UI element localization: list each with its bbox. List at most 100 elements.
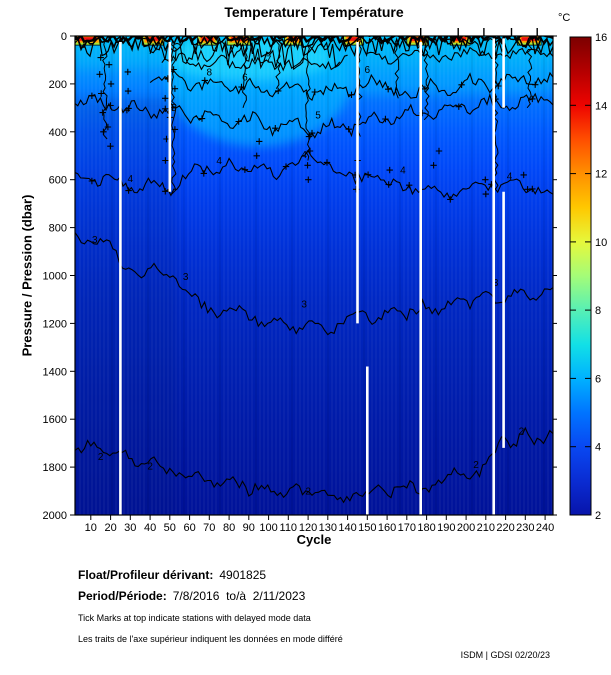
profile-stripe <box>411 36 413 515</box>
profile-stripe <box>403 36 405 515</box>
contour-label: 4 <box>128 174 134 185</box>
x-tick-label: 110 <box>280 522 298 534</box>
x-tick-label: 210 <box>477 522 495 534</box>
profile-stripe <box>471 36 473 515</box>
x-tick-label: 180 <box>417 522 435 534</box>
profile-stripe <box>515 36 517 515</box>
profile-stripe <box>307 36 309 515</box>
profile-stripe <box>339 36 341 515</box>
contour-label: 6 <box>242 73 248 84</box>
x-tick-label: 50 <box>164 522 176 534</box>
profile-stripe <box>111 36 113 515</box>
profile-stripe <box>283 36 285 515</box>
profile-stripe <box>139 36 141 515</box>
profile-stripe <box>459 36 461 515</box>
x-tick-label: 140 <box>338 522 356 534</box>
profile-stripe <box>415 36 417 515</box>
profile-stripe <box>79 36 81 515</box>
agency-credit: ISDM | GDSI 02/20/23 <box>460 650 550 660</box>
profile-stripe <box>219 36 221 515</box>
profile-stripe <box>371 36 373 515</box>
profile-stripe <box>523 36 525 515</box>
profile-stripe <box>135 36 137 515</box>
profile-stripe <box>451 36 453 515</box>
contour-line <box>75 232 553 336</box>
profile-stripe <box>311 36 313 515</box>
profile-stripe <box>131 36 133 515</box>
profile-stripe <box>535 36 537 515</box>
x-tick-label: 40 <box>144 522 156 534</box>
profile-stripe <box>159 36 161 515</box>
profile-stripe <box>375 36 377 515</box>
profile-stripe <box>431 36 433 515</box>
y-tick-label: 1800 <box>43 462 67 474</box>
surface-scribble-line <box>75 36 553 44</box>
x-tick-label: 220 <box>496 522 514 534</box>
surface-warm-patch <box>79 37 97 41</box>
y-axis-label: Pressure / Pression (dbar) <box>19 194 35 357</box>
profile-stripe <box>467 36 469 515</box>
profile-stripe <box>203 36 205 515</box>
x-tick-label: 100 <box>259 522 277 534</box>
y-tick-label: 1000 <box>43 271 67 283</box>
contour-tail <box>241 40 248 108</box>
profile-stripe <box>295 36 297 515</box>
profile-stripe <box>335 36 337 515</box>
contour-tail <box>492 40 499 190</box>
x-tick-label: 170 <box>398 522 416 534</box>
contour-line <box>75 92 553 139</box>
profile-stripe <box>463 36 465 515</box>
contour-label: 2 <box>147 461 153 472</box>
profile-stripe <box>123 36 125 515</box>
colorbar-tick-label: 16 <box>595 32 607 44</box>
profile-stripe <box>183 36 185 515</box>
x-tick-label: 60 <box>183 522 195 534</box>
profile-stripe <box>455 36 457 515</box>
x-tick-label: 230 <box>516 522 534 534</box>
contour-label: 2 <box>519 427 525 438</box>
contour-label: 8 <box>207 67 213 78</box>
profile-stripe <box>495 36 497 515</box>
profile-stripe <box>519 36 521 515</box>
profile-stripe <box>543 36 545 515</box>
y-tick-label: 1600 <box>43 414 67 426</box>
profile-stripe <box>227 36 229 515</box>
contour-label: 4 <box>400 166 406 177</box>
profile-stripe <box>303 36 305 515</box>
profile-stripe <box>267 36 269 515</box>
y-tick-label: 400 <box>49 127 67 139</box>
x-tick-label: 80 <box>223 522 235 534</box>
profile-stripe <box>99 36 101 515</box>
profile-stripe <box>359 36 361 515</box>
profile-stripe <box>331 36 333 515</box>
profile-stripe <box>327 36 329 515</box>
profile-stripe <box>479 36 481 515</box>
float-label: Float/Profileur dérivant: <box>78 568 214 582</box>
contour-line <box>367 46 553 65</box>
profile-stripe <box>211 36 213 515</box>
colorbar-tick-label: 6 <box>595 373 601 385</box>
x-axis-label: Cycle <box>296 532 332 547</box>
profile-stripe <box>147 36 149 515</box>
profile-stripe <box>443 36 445 515</box>
profile-stripe <box>351 36 353 515</box>
profile-stripe <box>399 36 401 515</box>
profile-stripe <box>187 36 189 515</box>
contour-line <box>161 52 341 72</box>
x-tick-label: 200 <box>457 522 475 534</box>
profile-stripe <box>279 36 281 515</box>
qc-plus-marks <box>88 159 536 203</box>
profile-stripe <box>199 36 201 515</box>
surface-scribble-line <box>75 36 553 50</box>
contour-label: 2 <box>305 487 311 498</box>
profile-stripe <box>487 36 489 515</box>
x-tick-label: 10 <box>85 522 97 534</box>
profile-stripe <box>319 36 321 515</box>
profile-stripe <box>291 36 293 515</box>
x-tick-label: 150 <box>358 522 376 534</box>
contour-label: 4 <box>216 156 222 167</box>
profile-stripe <box>75 36 77 515</box>
y-tick-label: 800 <box>49 223 67 235</box>
profile-stripe <box>107 36 109 515</box>
